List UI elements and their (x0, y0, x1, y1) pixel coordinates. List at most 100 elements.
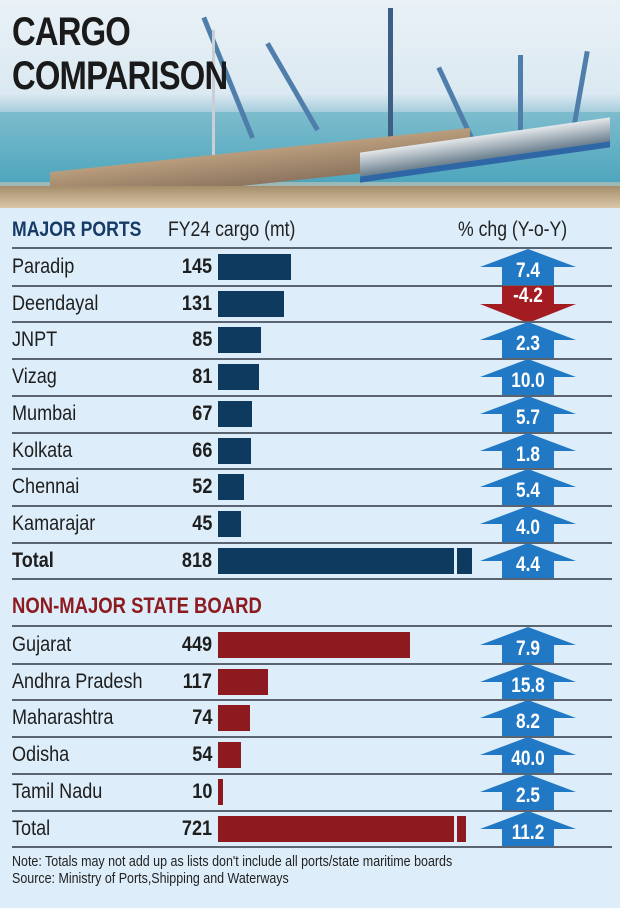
divider (12, 809, 612, 812)
table-row: Kolkata 66 1.8 (0, 432, 620, 470)
table-row: Paradip 145 7.4 (0, 249, 620, 286)
cargo-bar (218, 632, 411, 658)
cargo-bar (218, 547, 472, 574)
title-line-2: COMPARISON (12, 54, 228, 98)
arrow-up-icon: 7.4 (480, 249, 576, 286)
table-row: Deendayal 131 -4.2 (0, 283, 620, 323)
table-row: Mumbai 67 5.7 (0, 395, 620, 433)
row-value: 145 (181, 255, 212, 278)
table-row: Total 721 11.2 (0, 810, 620, 848)
cargo-bar (218, 437, 251, 464)
pct-change-label: 15.8 (511, 673, 545, 697)
divider (12, 321, 612, 324)
divider (12, 736, 612, 739)
cargo-bar (218, 668, 269, 695)
divider (12, 578, 612, 581)
cargo-bar (218, 705, 250, 732)
cargo-bar (218, 254, 291, 280)
table-row: Total 818 4.4 (0, 542, 620, 580)
divider (12, 504, 612, 507)
cargo-bar (218, 510, 241, 537)
divider (12, 284, 612, 287)
table-row: Tamil Nadu 10 2.5 (0, 773, 620, 811)
divider (12, 699, 612, 702)
footnote: Note: Totals may not add up as lists don… (12, 854, 453, 870)
cargo-bar (218, 742, 242, 769)
source-note: Source: Ministry of Ports,Shipping and W… (12, 871, 289, 887)
pct-change-label: 10.0 (511, 369, 545, 393)
cargo-bar (218, 290, 284, 317)
row-label: Andhra Pradesh (12, 669, 143, 693)
row-value: 131 (181, 291, 212, 315)
photo-ground (0, 186, 620, 208)
pct-change-label: 11.2 (511, 820, 545, 844)
arrow-up-icon: 5.7 (480, 395, 576, 433)
pct-change-label: 7.4 (516, 259, 540, 282)
chart-title: CARGO COMPARISON (12, 10, 228, 98)
cargo-bar (218, 778, 223, 805)
pct-change-label: 4.4 (516, 552, 540, 576)
cargo-column-header: FY24 cargo (mt) (168, 218, 296, 241)
divider (12, 846, 612, 849)
cargo-bar (218, 815, 466, 842)
row-value: 45 (191, 511, 212, 535)
row-label: Kolkata (12, 438, 73, 462)
divider (12, 468, 612, 471)
arrow-up-icon: 7.9 (480, 627, 576, 664)
arrow-up-icon: 15.8 (480, 663, 576, 701)
row-value: 67 (191, 401, 212, 425)
pct-change-label: -4.2 (513, 283, 543, 307)
pct-change-label: 2.5 (516, 783, 540, 807)
arrow-up-icon: 5.4 (480, 469, 576, 507)
row-value: 721 (181, 816, 212, 840)
row-value: 818 (181, 548, 212, 572)
row-label: Chennai (12, 475, 80, 499)
row-value: 66 (191, 438, 212, 462)
table-row: Andhra Pradesh 117 15.8 (0, 663, 620, 701)
arrow-up-icon: 40.0 (480, 737, 576, 775)
state-board-header: NON-MAJOR STATE BOARD (12, 593, 262, 618)
arrow-down-icon: -4.2 (480, 283, 576, 323)
row-label: Gujarat (12, 633, 72, 656)
table-row: Odisha 54 40.0 (0, 737, 620, 775)
pct-change-label: 8.2 (516, 710, 540, 734)
row-label: Total (12, 816, 51, 840)
arrow-up-icon: 8.2 (480, 700, 576, 738)
divider (12, 662, 612, 665)
photo-crane (388, 8, 393, 148)
table-row: Maharashtra 74 8.2 (0, 700, 620, 738)
photo-light-pole (212, 30, 215, 190)
pct-change-label: 5.7 (516, 405, 540, 429)
divider (12, 431, 612, 434)
pct-change-label: 1.8 (516, 442, 540, 466)
row-label: JNPT (12, 328, 58, 352)
row-label: Mumbai (12, 401, 77, 425)
scale-break (454, 815, 457, 842)
row-label: Maharashtra (12, 706, 114, 730)
cargo-bar (218, 474, 244, 501)
pct-change-label: 2.3 (516, 332, 540, 356)
row-value: 74 (191, 706, 212, 730)
pct-change-label: 7.9 (516, 637, 540, 660)
row-label: Paradip (12, 255, 75, 278)
row-value: 85 (191, 328, 212, 352)
row-value: 10 (191, 779, 212, 803)
arrow-up-icon: 2.3 (480, 322, 576, 360)
divider (12, 247, 612, 249)
row-label: Vizag (12, 365, 57, 389)
table-row: Chennai 52 5.4 (0, 469, 620, 507)
header-photo-port (0, 0, 620, 208)
pct-change-label: 5.4 (516, 479, 540, 503)
divider (12, 358, 612, 361)
cargo-bar (218, 327, 261, 354)
row-label: Deendayal (12, 291, 99, 315)
cargo-bar (218, 400, 252, 427)
table-row: Gujarat 449 7.9 (0, 627, 620, 664)
table-row: Kamarajar 45 4.0 (0, 505, 620, 543)
row-value: 81 (191, 365, 212, 389)
row-value: 449 (181, 633, 212, 656)
photo-crane (518, 55, 523, 135)
arrow-up-icon: 4.0 (480, 505, 576, 543)
divider (12, 625, 612, 627)
row-label: Total (12, 548, 54, 572)
